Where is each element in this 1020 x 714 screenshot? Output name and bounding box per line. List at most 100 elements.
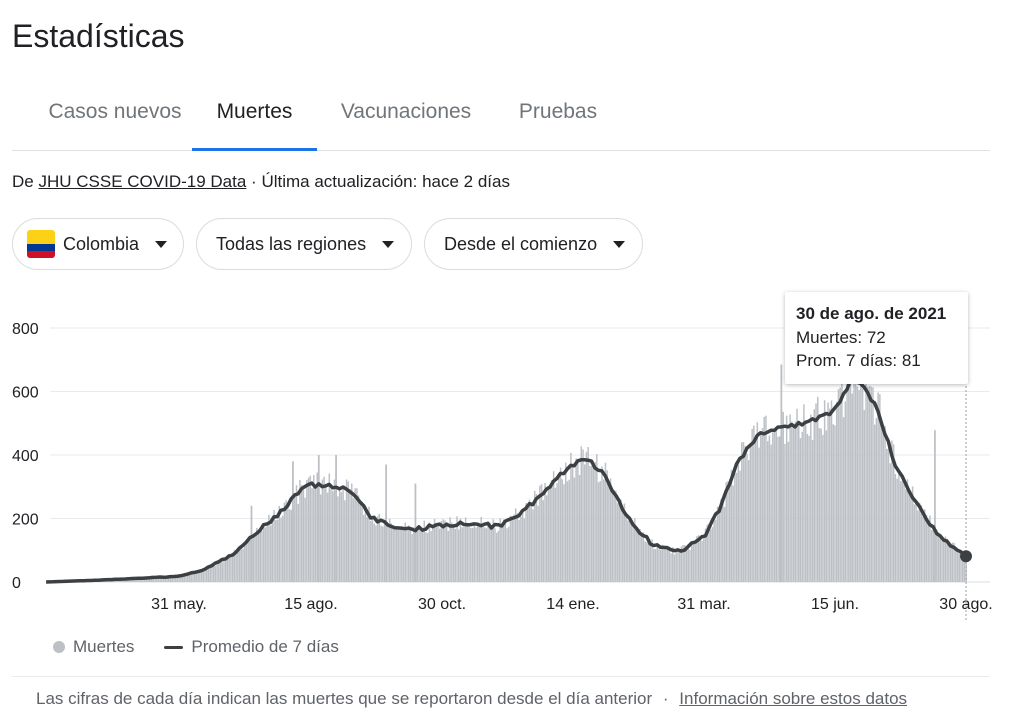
daily-bar bbox=[421, 529, 424, 582]
daily-bar bbox=[235, 553, 237, 582]
daily-bar bbox=[735, 472, 738, 582]
daily-bar bbox=[200, 571, 203, 582]
daily-bar bbox=[937, 532, 940, 582]
daily-bar bbox=[811, 440, 814, 582]
daily-bar bbox=[309, 475, 312, 582]
daily-bar bbox=[321, 479, 324, 582]
daily-bar bbox=[478, 524, 481, 582]
daily-bar bbox=[262, 523, 265, 582]
daily-bar bbox=[687, 549, 690, 582]
daily-bar bbox=[149, 578, 151, 582]
daily-bar bbox=[447, 530, 450, 582]
legend-bars-label: Muertes bbox=[73, 637, 135, 656]
daily-bar bbox=[166, 576, 168, 582]
daily-bar-spike bbox=[414, 483, 417, 582]
daily-bar bbox=[620, 499, 622, 582]
daily-bar bbox=[275, 519, 277, 582]
daily-bar bbox=[784, 443, 786, 582]
daily-bar bbox=[794, 421, 797, 582]
daily-bar bbox=[685, 550, 688, 582]
daily-bar bbox=[426, 532, 429, 582]
daily-bar bbox=[490, 528, 493, 582]
daily-bar bbox=[960, 553, 962, 582]
daily-bar bbox=[230, 556, 232, 582]
daily-bar bbox=[546, 495, 548, 582]
daily-bar bbox=[347, 481, 350, 582]
daily-bar bbox=[596, 454, 598, 582]
daily-bar bbox=[290, 509, 293, 582]
daily-bar bbox=[827, 402, 829, 582]
daily-bar bbox=[527, 505, 529, 582]
daily-bar bbox=[606, 470, 608, 582]
daily-bar bbox=[551, 480, 553, 582]
daily-bar bbox=[566, 481, 569, 582]
daily-bar bbox=[332, 491, 334, 582]
deaths-chart[interactable]: 0 200 400 600 800 31 may. 15 ago. 30 oct. 14 en… bbox=[0, 290, 1010, 630]
daily-bar bbox=[941, 541, 943, 582]
country-dropdown[interactable]: Colombia bbox=[12, 218, 184, 270]
daily-bar bbox=[661, 544, 664, 582]
daily-bar bbox=[285, 500, 287, 582]
tab-vacunaciones[interactable]: Vacunaciones bbox=[340, 100, 472, 123]
y-tick-label: 200 bbox=[12, 512, 39, 529]
daily-bar bbox=[948, 543, 950, 582]
daily-bar bbox=[344, 500, 346, 582]
daily-bar bbox=[682, 545, 684, 582]
daily-bar bbox=[214, 565, 217, 582]
daily-bar bbox=[307, 477, 310, 582]
daily-bar bbox=[473, 525, 476, 582]
tab-muertes[interactable]: Muertes bbox=[192, 100, 317, 151]
daily-bar bbox=[216, 562, 218, 582]
daily-bar bbox=[677, 547, 679, 582]
tooltip-date: 30 de ago. de 2021 bbox=[796, 304, 947, 323]
daily-bar bbox=[892, 444, 895, 582]
daily-bar bbox=[209, 566, 211, 582]
daily-bar bbox=[199, 571, 201, 582]
about-data-link[interactable]: Información sobre estos datos bbox=[679, 689, 908, 708]
daily-bar bbox=[428, 522, 431, 582]
daily-bar bbox=[958, 550, 960, 582]
tab-casos-nuevos[interactable]: Casos nuevos bbox=[48, 100, 182, 123]
tab-pruebas[interactable]: Pruebas bbox=[518, 100, 598, 123]
daily-bar bbox=[442, 519, 444, 582]
daily-bar bbox=[842, 417, 845, 582]
daily-bar bbox=[394, 527, 396, 582]
daily-bar bbox=[388, 518, 391, 582]
x-tick-label: 15 ago. bbox=[284, 596, 337, 613]
daily-bar bbox=[452, 526, 455, 582]
daily-bar bbox=[463, 526, 465, 582]
last-updated: Última actualización: hace 2 días bbox=[261, 172, 510, 191]
daily-bar bbox=[585, 451, 588, 582]
x-tick-label: 14 ene. bbox=[546, 596, 599, 613]
daily-bar bbox=[825, 430, 828, 582]
daily-bar bbox=[675, 550, 677, 582]
daily-bar bbox=[342, 488, 344, 582]
daily-bar bbox=[407, 525, 410, 582]
daily-bar bbox=[154, 577, 156, 582]
chevron-down-icon bbox=[155, 240, 168, 248]
daily-bar bbox=[288, 509, 291, 582]
active-tab-indicator bbox=[192, 148, 317, 151]
footer-note: Las cifras de cada día indican las muert… bbox=[36, 689, 907, 709]
daily-bar bbox=[247, 541, 249, 582]
daily-bar bbox=[357, 495, 360, 582]
source-link[interactable]: JHU CSSE COVID-19 Data bbox=[38, 172, 247, 191]
daily-bar bbox=[789, 414, 791, 582]
daily-bar bbox=[882, 431, 885, 582]
daily-bar bbox=[514, 508, 517, 582]
daily-bar bbox=[594, 462, 596, 582]
daily-bar bbox=[749, 446, 752, 582]
daily-bar bbox=[583, 464, 586, 582]
daily-bar bbox=[904, 489, 907, 582]
daily-bar bbox=[820, 428, 822, 582]
region-dropdown[interactable]: Todas las regiones bbox=[196, 218, 412, 270]
daily-bar bbox=[884, 425, 886, 582]
daily-bar bbox=[509, 515, 512, 582]
range-dropdown[interactable]: Desde el comienzo bbox=[424, 218, 643, 270]
daily-bar bbox=[765, 415, 767, 582]
chart-tooltip: 30 de ago. de 2021 Muertes: 72 Prom. 7 d… bbox=[785, 292, 968, 384]
daily-bar bbox=[142, 578, 144, 582]
daily-bar bbox=[806, 433, 809, 582]
region-label: Todas las regiones bbox=[216, 233, 367, 254]
daily-bar bbox=[737, 459, 740, 582]
